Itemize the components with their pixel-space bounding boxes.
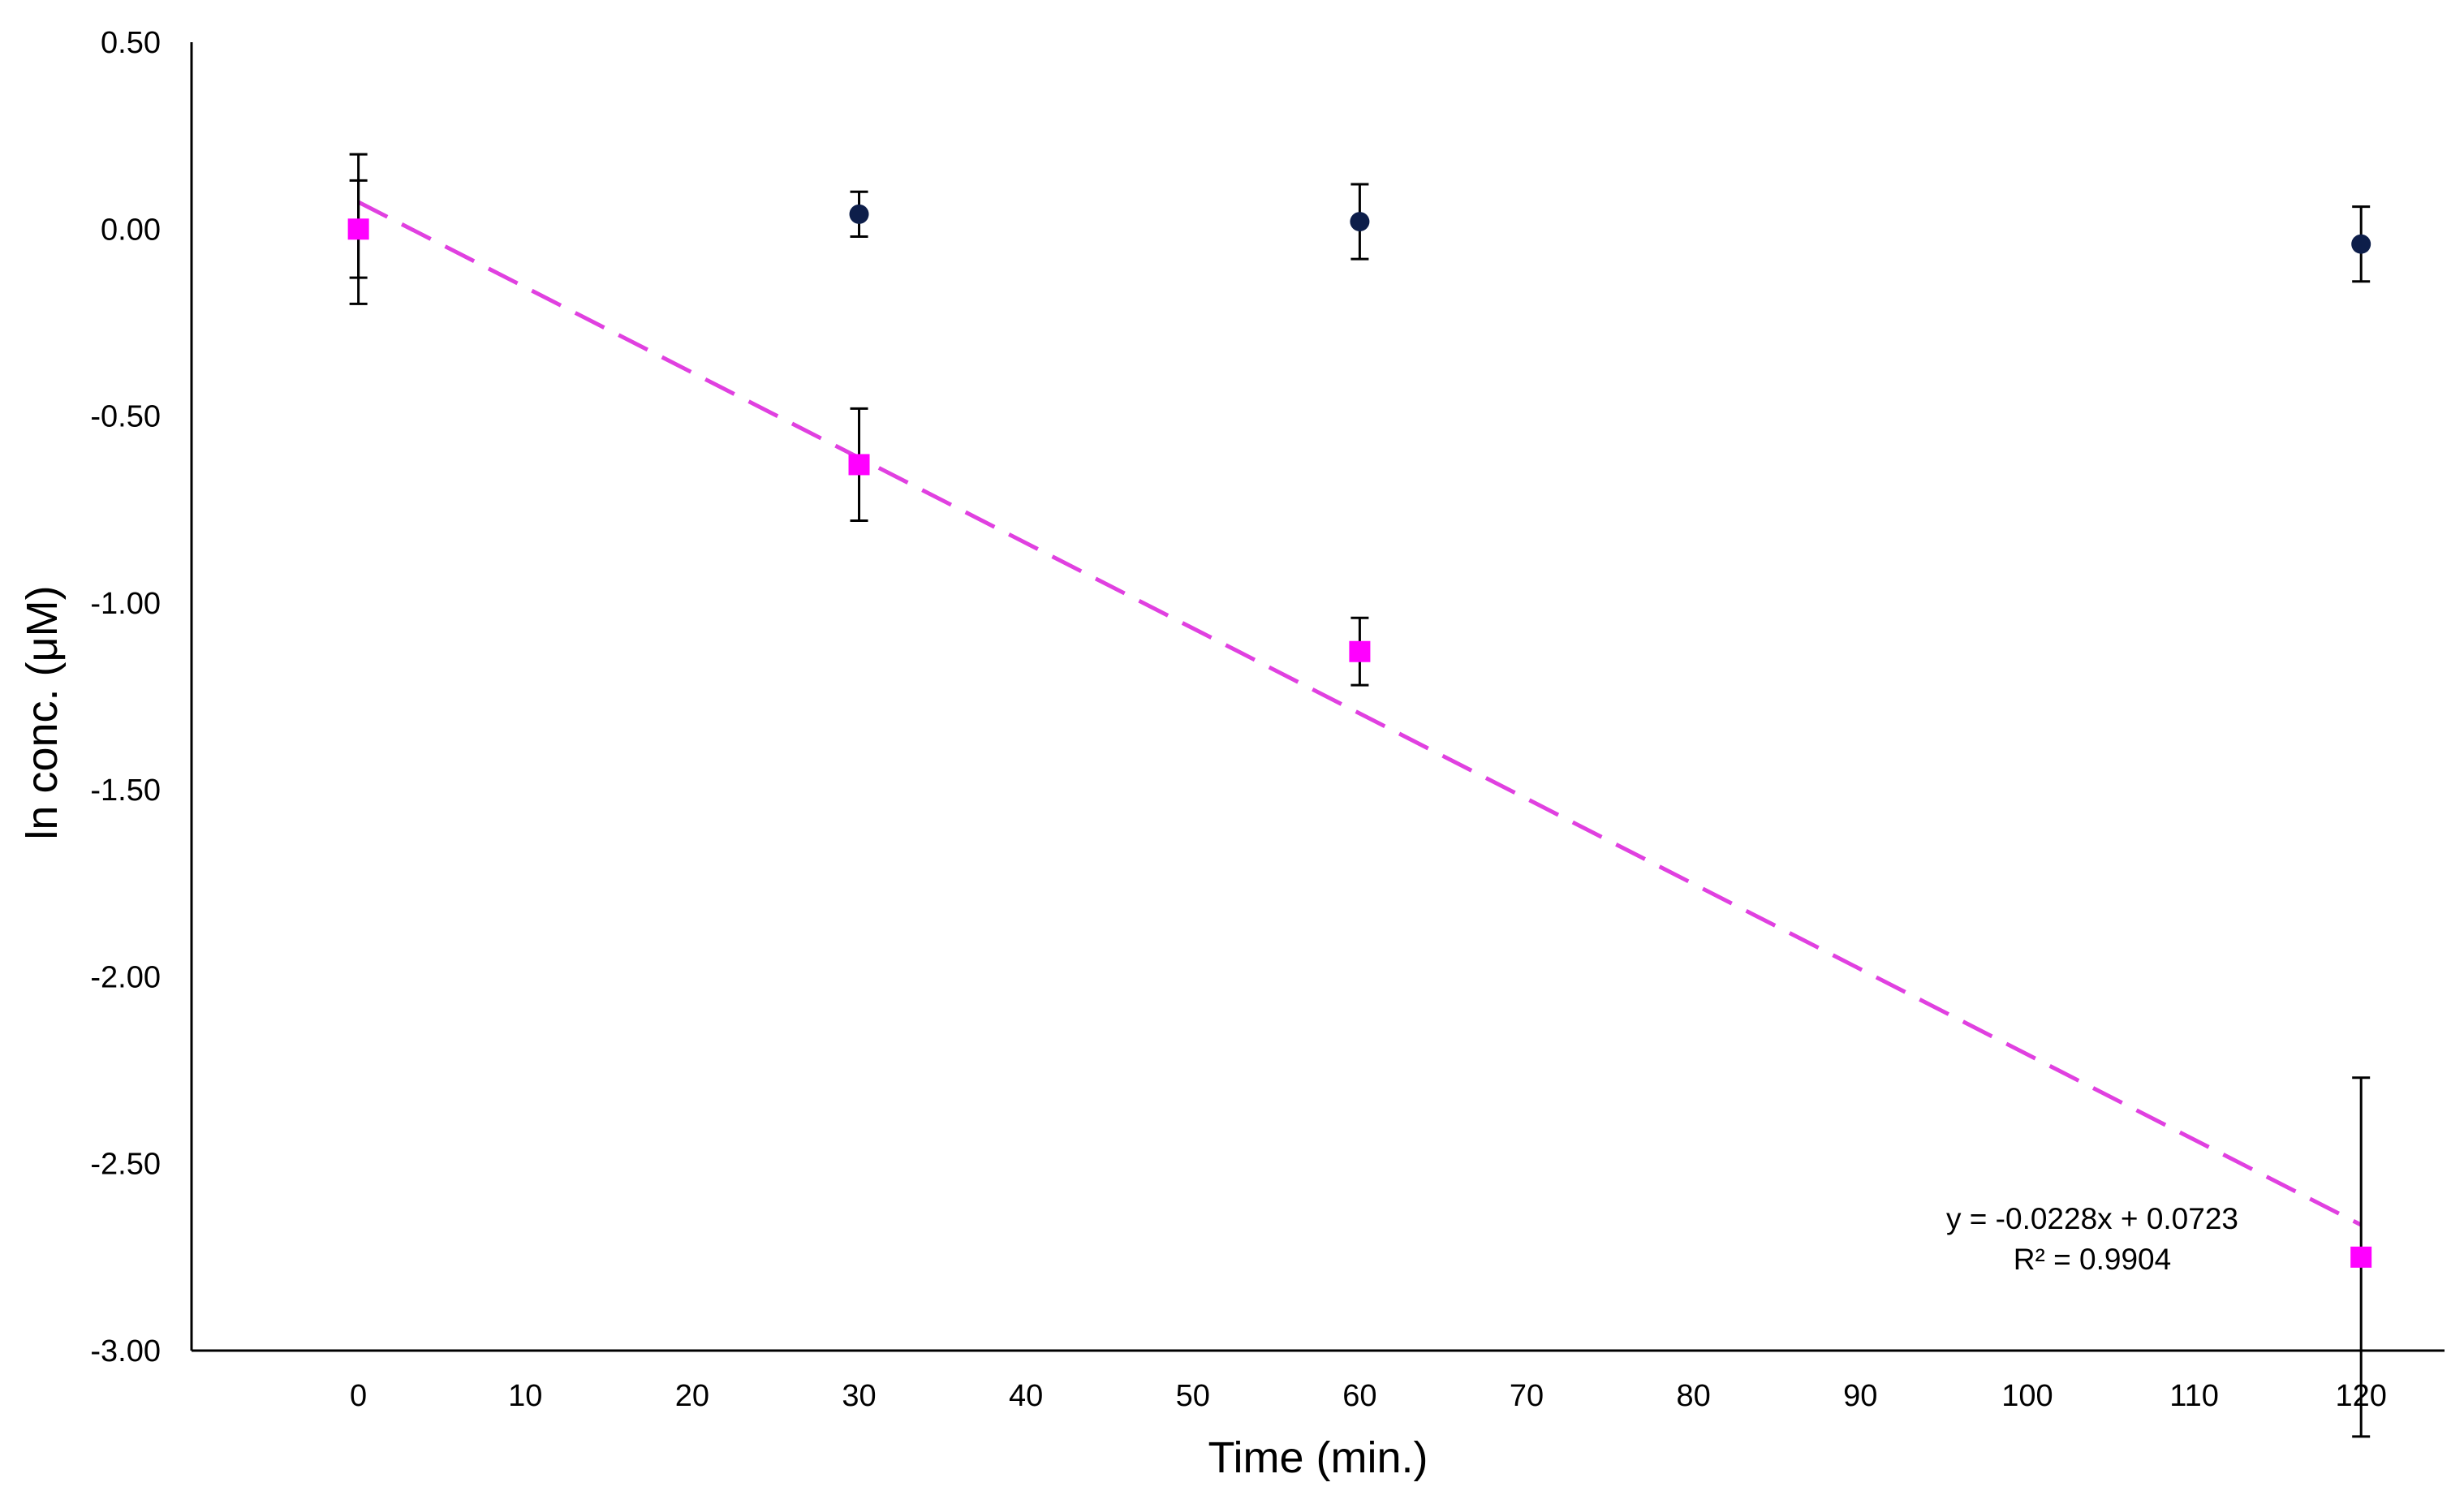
data-point-circle bbox=[2351, 234, 2371, 254]
trendline bbox=[357, 200, 2363, 1227]
x-tick-label: 70 bbox=[1510, 1379, 1544, 1413]
data-point-square bbox=[848, 454, 870, 476]
x-tick-label: 100 bbox=[2001, 1379, 2053, 1413]
x-tick-label: 0 bbox=[350, 1379, 367, 1413]
data-point-square bbox=[347, 218, 369, 240]
x-tick-label: 40 bbox=[1009, 1379, 1043, 1413]
x-tick-label: 20 bbox=[675, 1379, 709, 1413]
x-tick-label: 80 bbox=[1677, 1379, 1711, 1413]
x-tick-label: 120 bbox=[2335, 1379, 2386, 1413]
x-tick-label: 90 bbox=[1843, 1379, 1877, 1413]
data-point-circle bbox=[849, 204, 869, 224]
y-tick-label: -2.00 bbox=[90, 960, 161, 994]
axes-layer bbox=[190, 42, 2445, 1352]
trendline-layer bbox=[357, 200, 2363, 1227]
x-tick-label: 10 bbox=[508, 1379, 542, 1413]
y-tick-label: -0.50 bbox=[90, 400, 161, 434]
x-tick-labels: 0 10 20 30 40 50 60 70 80 90 100 110 120 bbox=[350, 1379, 2387, 1413]
y-tick-label: -1.00 bbox=[90, 587, 161, 621]
data-point-square bbox=[1349, 640, 1371, 662]
y-axis-title: ln conc. (μM) bbox=[18, 585, 67, 839]
trendline-r-squared: R² = 0.9904 bbox=[2014, 1243, 2171, 1276]
y-tick-label: -3.00 bbox=[90, 1334, 161, 1368]
y-tick-label: -1.50 bbox=[90, 774, 161, 808]
x-tick-label: 60 bbox=[1342, 1379, 1376, 1413]
y-tick-labels: 0.50 0.00 -0.50 -1.00 -1.50 -2.00 -2.50 -3.00 bbox=[90, 26, 161, 1368]
trendline-equation: y = -0.0228x + 0.0723 bbox=[1946, 1202, 2238, 1235]
data-point-square bbox=[2350, 1246, 2372, 1268]
x-tick-label: 110 bbox=[2169, 1379, 2219, 1413]
y-tick-label: -2.50 bbox=[90, 1148, 161, 1182]
x-tick-label: 50 bbox=[1176, 1379, 1210, 1413]
x-axis-title: Time (min.) bbox=[1208, 1433, 1428, 1482]
x-tick-label: 30 bbox=[842, 1379, 876, 1413]
y-tick-label: 0.00 bbox=[101, 213, 161, 247]
points-layer bbox=[347, 204, 2372, 1268]
data-point-circle bbox=[1350, 212, 1370, 232]
y-tick-label: 0.50 bbox=[101, 26, 161, 60]
